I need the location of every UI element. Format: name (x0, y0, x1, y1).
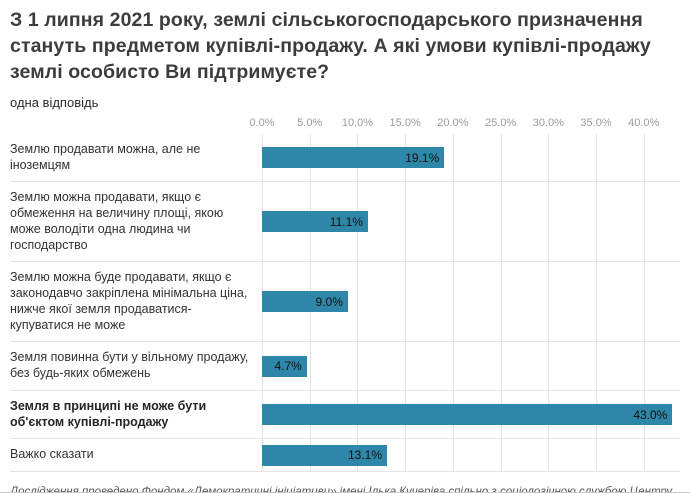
chart-subtitle: одна відповідь (10, 94, 99, 110)
gridline (596, 342, 598, 390)
gridline (500, 262, 502, 342)
bar: 4.7% (262, 355, 307, 377)
chart-row: Земля повинна бути у вільному продажу, б… (10, 342, 680, 391)
gridline (500, 133, 502, 182)
gridline (405, 439, 407, 472)
category-label: Земля в принципі не може бути об'єктом к… (10, 398, 207, 429)
x-axis: 0.0% 5.0% 10.0% 15.0% 20.0% 25.0% 30.0% 35.0% 40… (10, 116, 680, 134)
bar-chart: 0.0% 5.0% 10.0% 15.0% 20.0% 25.0% 30.0% 35.0% 40… (10, 116, 680, 473)
plot-area: 13.1% (262, 439, 680, 472)
gridline (643, 182, 645, 262)
chart-row: Землю продавати можна, але не іноземцям 1… (10, 133, 680, 183)
chart-rows: Землю продавати можна, але не іноземцям 1… (10, 133, 680, 473)
gridline (548, 439, 550, 472)
gridline (596, 439, 598, 472)
gridline (405, 182, 407, 262)
methodology-footnote: Дослідження проведено Фондом «Демократич… (10, 486, 673, 493)
value-label: 4.7% (274, 359, 302, 374)
gridline (596, 182, 598, 262)
plot-area: 4.7% (262, 342, 680, 390)
chart-row: Землю можна продавати, якщо є обмеження … (10, 182, 680, 263)
gridline (309, 342, 311, 390)
value-label: 19.1% (405, 150, 440, 165)
gridline (357, 342, 359, 390)
gridline (452, 342, 454, 390)
gridline (643, 133, 645, 182)
value-label: 13.1% (347, 448, 383, 463)
x-axis-tick-label: 10.0% (341, 116, 374, 129)
gridline (452, 439, 454, 472)
gridline (643, 262, 645, 342)
gridline (452, 133, 454, 182)
gridline (548, 182, 550, 262)
category-label: Важко сказати (10, 447, 94, 462)
chart-row: Землю можна буде продавати, якщо є закон… (10, 262, 680, 343)
category-label: Землю можна буде продавати, якщо є закон… (10, 270, 248, 332)
gridline (596, 133, 598, 182)
gridline (452, 262, 454, 342)
x-axis-tick-label: 15.0% (389, 116, 421, 129)
axis-label-spacer (10, 116, 262, 134)
gridline (548, 262, 550, 342)
bar: 19.1% (262, 147, 445, 169)
value-label: 43.0% (633, 407, 668, 422)
bar: 11.1% (262, 211, 368, 233)
category-label: Земля повинна бути у вільному продажу, б… (10, 350, 249, 381)
plot-area: 43.0% (262, 390, 680, 439)
gridline (405, 342, 407, 390)
bar: 13.1% (262, 444, 388, 466)
x-axis-tick-label: 35.0% (580, 116, 612, 129)
value-label: 11.1% (329, 214, 363, 229)
gridline (643, 439, 645, 472)
category-label: Землю продавати можна, але не іноземцям (10, 141, 201, 172)
gridline (357, 262, 359, 342)
gridline (405, 262, 407, 342)
x-axis-tick-label: 40.0% (628, 116, 660, 129)
x-axis-tick-label: 20.0% (437, 116, 469, 129)
plot-area: 19.1% (262, 133, 680, 182)
bar: 9.0% (262, 291, 348, 313)
gridline (500, 342, 502, 390)
gridline (452, 182, 454, 262)
x-axis-tick-label: 25.0% (484, 116, 517, 129)
page-title: З 1 липня 2021 року, землі сільськогоспо… (10, 9, 651, 83)
x-axis-tick-label: 30.0% (532, 116, 564, 129)
gridline (643, 342, 645, 390)
category-label: Землю можна продавати, якщо є обмеження … (10, 190, 224, 252)
value-label: 9.0% (315, 294, 343, 309)
gridline (500, 182, 502, 262)
bar: 43.0% (262, 404, 673, 426)
x-axis-ticks: 0.0% 5.0% 10.0% 15.0% 20.0% 25.0% 30.0% 35.0% 40… (249, 116, 680, 134)
plot-area: 11.1% (262, 182, 680, 262)
chart-row: Земля в принципі не може бути об'єктом к… (10, 390, 680, 440)
chart-row: Важко сказати 13.1% (10, 439, 680, 473)
x-axis-tick-label: 0.0% (249, 116, 275, 129)
x-axis-tick-label: 5.0% (297, 116, 323, 129)
gridline (500, 439, 502, 472)
gridline (548, 342, 550, 390)
plot-area: 9.0% (262, 262, 680, 342)
gridline (596, 262, 598, 342)
gridline (548, 133, 550, 182)
